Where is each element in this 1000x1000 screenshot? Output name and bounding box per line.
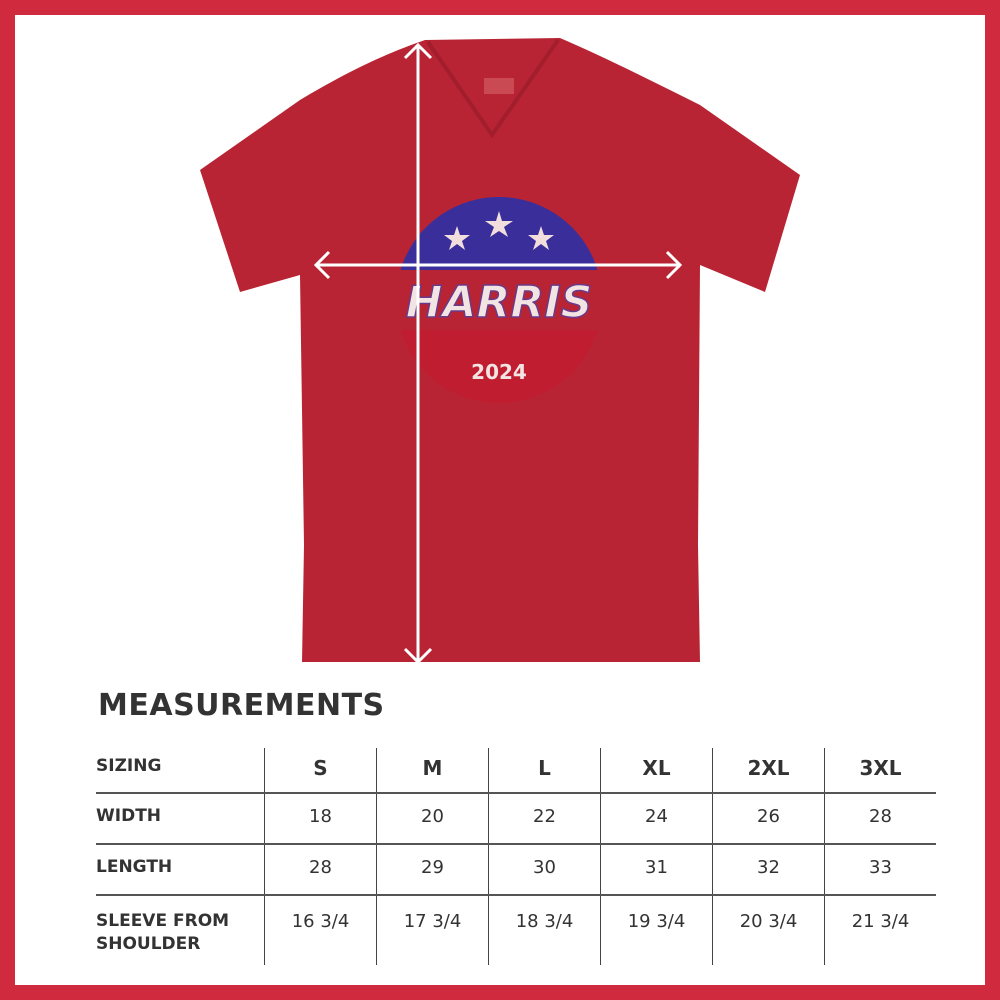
row-label: LENGTH xyxy=(96,844,265,896)
star-icon xyxy=(485,211,513,237)
table-cell: 28 xyxy=(824,793,936,845)
design-name: HARRIS xyxy=(406,277,593,328)
measurements-title: MEASUREMENTS xyxy=(98,688,385,723)
v-neck-collar xyxy=(426,38,560,139)
table-cell: 20 3/4 xyxy=(712,895,825,965)
table-cell: 18 3/4 xyxy=(488,895,601,965)
table-cell: 16 3/4 xyxy=(264,895,377,965)
table-cell: 19 3/4 xyxy=(600,895,713,965)
table-cell: 22 xyxy=(488,793,601,845)
row-label-line: SHOULDER xyxy=(96,934,201,954)
brand-label xyxy=(484,78,514,94)
table-cell: 21 3/4 xyxy=(824,895,936,965)
table-cell: 29 xyxy=(376,844,489,896)
measurement-arrows xyxy=(313,42,683,665)
table-row: WIDTH 18 20 22 24 26 28 xyxy=(96,793,936,845)
table-cell: 33 xyxy=(824,844,936,896)
tshirt-image: HARRIS 2024 xyxy=(200,38,800,665)
size-header: L xyxy=(488,748,601,794)
table-cell: 26 xyxy=(712,793,825,845)
star-icons xyxy=(444,211,554,250)
design-year: 2024 xyxy=(471,360,527,384)
star-icon xyxy=(444,226,470,250)
table-row: LENGTH 28 29 30 31 32 33 xyxy=(96,844,936,896)
size-header: 3XL xyxy=(824,748,936,794)
row-label-line: SLEEVE FROM xyxy=(96,911,230,931)
size-header: XL xyxy=(600,748,713,794)
table-header-row: SIZING S M L XL 2XL 3XL xyxy=(96,748,936,794)
size-header: S xyxy=(264,748,377,794)
table-cell: 31 xyxy=(600,844,713,896)
table-cell: 24 xyxy=(600,793,713,845)
star-icon xyxy=(528,226,554,250)
size-header: M xyxy=(376,748,489,794)
table-row: SLEEVE FROM SHOULDER 16 3/4 17 3/4 18 3/4… xyxy=(96,895,936,965)
table-cell: 32 xyxy=(712,844,825,896)
size-header: 2XL xyxy=(712,748,825,794)
row-label: SLEEVE FROM SHOULDER xyxy=(96,895,265,965)
table-cell: 28 xyxy=(264,844,377,896)
table-cell: 30 xyxy=(488,844,601,896)
table-cell: 20 xyxy=(376,793,489,845)
size-chart-table: SIZING S M L XL 2XL 3XL WIDTH 18 20 22 2… xyxy=(96,748,936,965)
row-label: WIDTH xyxy=(96,793,265,845)
table-cell: 18 xyxy=(264,793,377,845)
row-label: SIZING xyxy=(96,748,265,794)
table-cell: 17 3/4 xyxy=(376,895,489,965)
